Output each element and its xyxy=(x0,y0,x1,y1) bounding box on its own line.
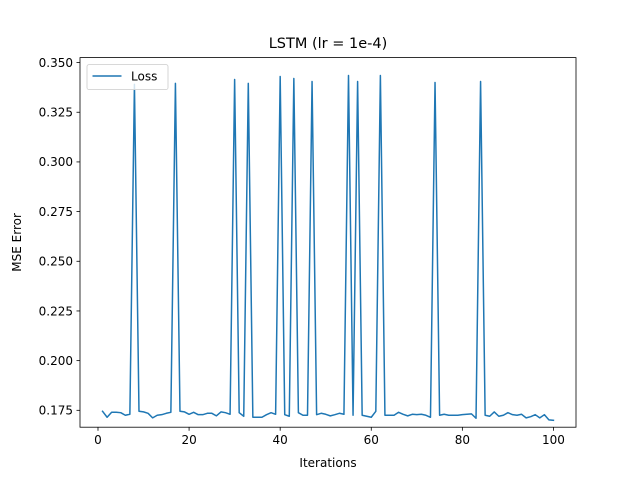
y-tick-label: 0.275 xyxy=(39,205,73,219)
loss-series-line xyxy=(101,74,555,422)
chart-title: LSTM (lr = 1e-4) xyxy=(269,36,388,52)
x-tick-label: 60 xyxy=(364,433,379,447)
legend: Loss xyxy=(86,64,169,90)
x-axis-label: Iterations xyxy=(299,456,356,470)
legend-box xyxy=(86,64,169,90)
y-axis-ticks: 0.175 0.200 0.225 0.250 0.275 0.300 0.325 0.350 xyxy=(39,56,80,418)
x-tick-label: 40 xyxy=(273,433,288,447)
y-tick-label: 0.225 xyxy=(39,304,73,318)
x-tick-label: 20 xyxy=(181,433,196,447)
y-tick-label: 0.250 xyxy=(39,255,73,269)
y-tick-label: 0.325 xyxy=(39,106,73,120)
x-tick-label: 100 xyxy=(542,433,565,447)
x-tick-label: 80 xyxy=(455,433,470,447)
x-axis-ticks: 0 20 40 60 80 100 xyxy=(94,427,565,447)
y-tick-label: 0.200 xyxy=(39,354,73,368)
plot-frame xyxy=(79,57,577,428)
x-tick-label: 0 xyxy=(94,433,102,447)
y-tick-label: 0.300 xyxy=(39,155,73,169)
y-axis-label: MSE Error xyxy=(10,213,24,272)
y-tick-label: 0.175 xyxy=(39,404,73,418)
y-tick-label: 0.350 xyxy=(39,56,73,70)
plot-area xyxy=(80,57,576,428)
legend-label-loss: Loss xyxy=(131,70,157,84)
